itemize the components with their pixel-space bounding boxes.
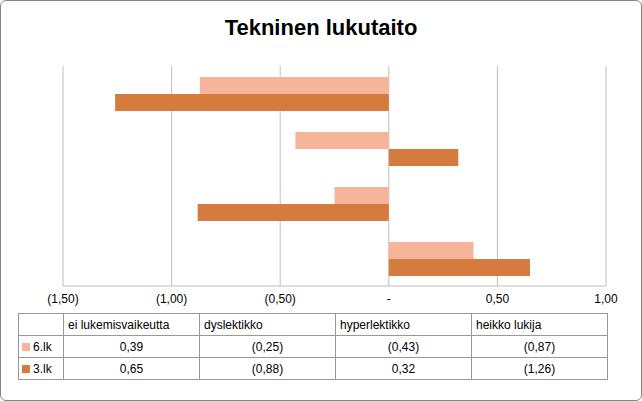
html-text:(0,87): (0,87) [523, 339, 556, 354]
html-text:heikko lukija: heikko lukija [476, 317, 542, 332]
svg-text:0,50: 0,50 [486, 292, 510, 306]
html-text:0,65: 0,65 [119, 361, 144, 376]
html-text:0,32: 0,32 [391, 361, 416, 376]
html-text:ei lukemisvaikeutta: ei lukemisvaikeutta [68, 317, 170, 332]
html-text:(1,26): (1,26) [523, 361, 556, 376]
html-text:dyslektikko: dyslektikko [204, 317, 263, 332]
html-text:Tekninen lukutaito: Tekninen lukutaito [224, 15, 418, 40]
html-text:(0,43): (0,43) [387, 339, 420, 354]
html-text:hyperlektikko: hyperlektikko [340, 317, 410, 332]
html-text:3.lk: 3.lk [33, 361, 52, 376]
html-text:(0,25): (0,25) [251, 339, 284, 354]
html-text:(0,88): (0,88) [251, 361, 284, 376]
html-text:6.lk: 6.lk [33, 339, 52, 354]
svg-text:(1,50): (1,50) [47, 292, 78, 306]
svg-text:(1,00): (1,00) [156, 292, 187, 306]
svg-text:1,00: 1,00 [594, 292, 618, 306]
svg-text:-: - [387, 292, 391, 306]
svg-text:(0,50): (0,50) [265, 292, 296, 306]
html-text:0,39: 0,39 [119, 339, 144, 354]
